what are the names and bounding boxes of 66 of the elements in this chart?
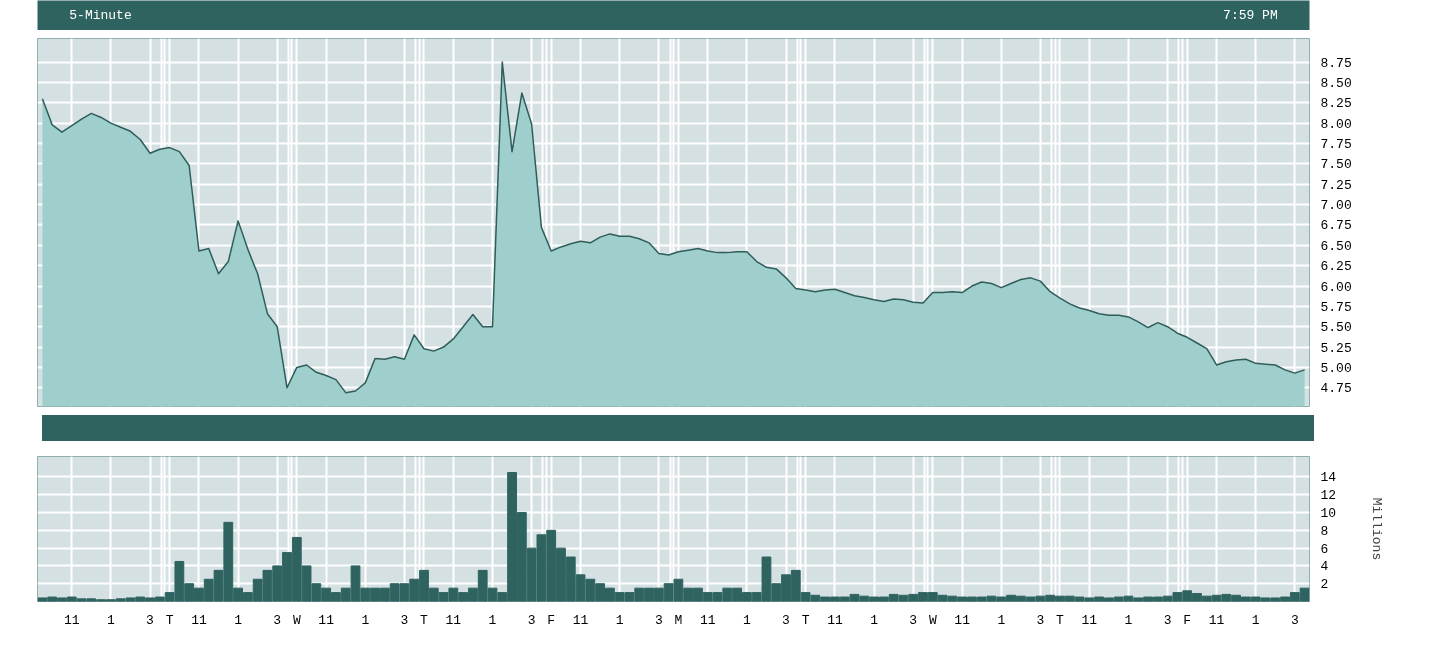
y-tick-label: 4.75: [1320, 381, 1352, 397]
x-tick-label: 11: [318, 612, 335, 628]
y-tick-label: 8.75: [1320, 55, 1352, 71]
y-tick-label: 8.25: [1320, 96, 1352, 112]
x-tick-label: F: [1183, 612, 1192, 628]
y-tick-label: 4: [1320, 559, 1329, 575]
x-tick-label: 11: [954, 612, 971, 628]
y-tick-label: 6.75: [1320, 218, 1352, 234]
x-tick-label: W: [928, 612, 937, 628]
x-tick-label: 1: [234, 612, 243, 628]
y-tick-label: 10: [1320, 506, 1337, 522]
text: 7:59 PM: [1223, 8, 1278, 23]
y-tick-label: 5.25: [1320, 340, 1352, 356]
x-tick-label: T: [801, 612, 810, 628]
y-tick-label: 5.75: [1320, 299, 1352, 315]
x-tick-label: 3: [782, 612, 790, 628]
x-tick-label: 3: [1163, 612, 1172, 628]
x-tick-label: T: [420, 612, 429, 628]
x-tick-label: W: [292, 612, 301, 628]
x-tick-label: 3: [1036, 612, 1045, 628]
y-tick-label: 7.75: [1320, 137, 1352, 153]
x-tick-label: 3: [654, 612, 663, 628]
x-tick-label: 3: [527, 612, 536, 628]
x-tick-label: M: [674, 612, 683, 628]
y-tick-label: 5.00: [1320, 360, 1352, 376]
x-tick-label: 11: [1208, 612, 1225, 628]
y-tick-label: 12: [1320, 488, 1337, 504]
y-tick-label: 14: [1320, 470, 1337, 486]
x-tick-label: T: [165, 612, 174, 628]
y-tick-label: 8: [1320, 523, 1329, 539]
x-tick-label: T: [1056, 612, 1065, 628]
x-tick-label: 11: [699, 612, 716, 628]
x-tick-label: 3: [273, 612, 282, 628]
y-tick-label: 6.25: [1320, 259, 1352, 275]
y-tick-label: 8.00: [1320, 116, 1352, 132]
x-tick-label: F: [547, 612, 556, 628]
y-axis-title: Millions: [1369, 497, 1385, 561]
x-tick-label: 1: [1124, 612, 1133, 628]
y-tick-label: 7.00: [1320, 198, 1352, 214]
y-tick-label: 5.50: [1320, 320, 1352, 336]
x-tick-label: 3: [400, 612, 409, 628]
x-tick-label: 11: [572, 612, 589, 628]
y-tick-label: 8.50: [1320, 75, 1352, 91]
y-tick-label: 7.50: [1320, 157, 1352, 173]
x-tick-label: 1: [615, 612, 624, 628]
x-tick-label: 1: [106, 612, 115, 628]
x-tick-label: 1: [997, 612, 1006, 628]
x-tick-label: 1: [870, 612, 879, 628]
y-tick-label: 6: [1320, 541, 1329, 557]
x-tick-label: 11: [63, 612, 80, 628]
y-tick-label: 7.25: [1320, 177, 1352, 193]
x-tick-label: 11: [191, 612, 207, 628]
y-tick-label: 2: [1320, 577, 1329, 593]
chart-title: 5-Minute: [69, 8, 132, 23]
x-tick-label: 3: [146, 612, 154, 628]
x-tick-label: 1: [361, 612, 370, 628]
x-tick-label: 1: [1251, 612, 1260, 628]
y-tick-label: 6.50: [1320, 238, 1352, 254]
x-tick-label: 11: [445, 612, 462, 628]
y-tick-label: 6.00: [1320, 279, 1352, 295]
x-tick-label: 11: [1081, 612, 1098, 628]
x-tick-label: 11: [827, 612, 843, 628]
x-tick-label: 3: [1290, 612, 1299, 628]
x-tick-label: 1: [742, 612, 751, 628]
x-tick-label: 1: [488, 612, 497, 628]
x-tick-label: 3: [909, 612, 918, 628]
